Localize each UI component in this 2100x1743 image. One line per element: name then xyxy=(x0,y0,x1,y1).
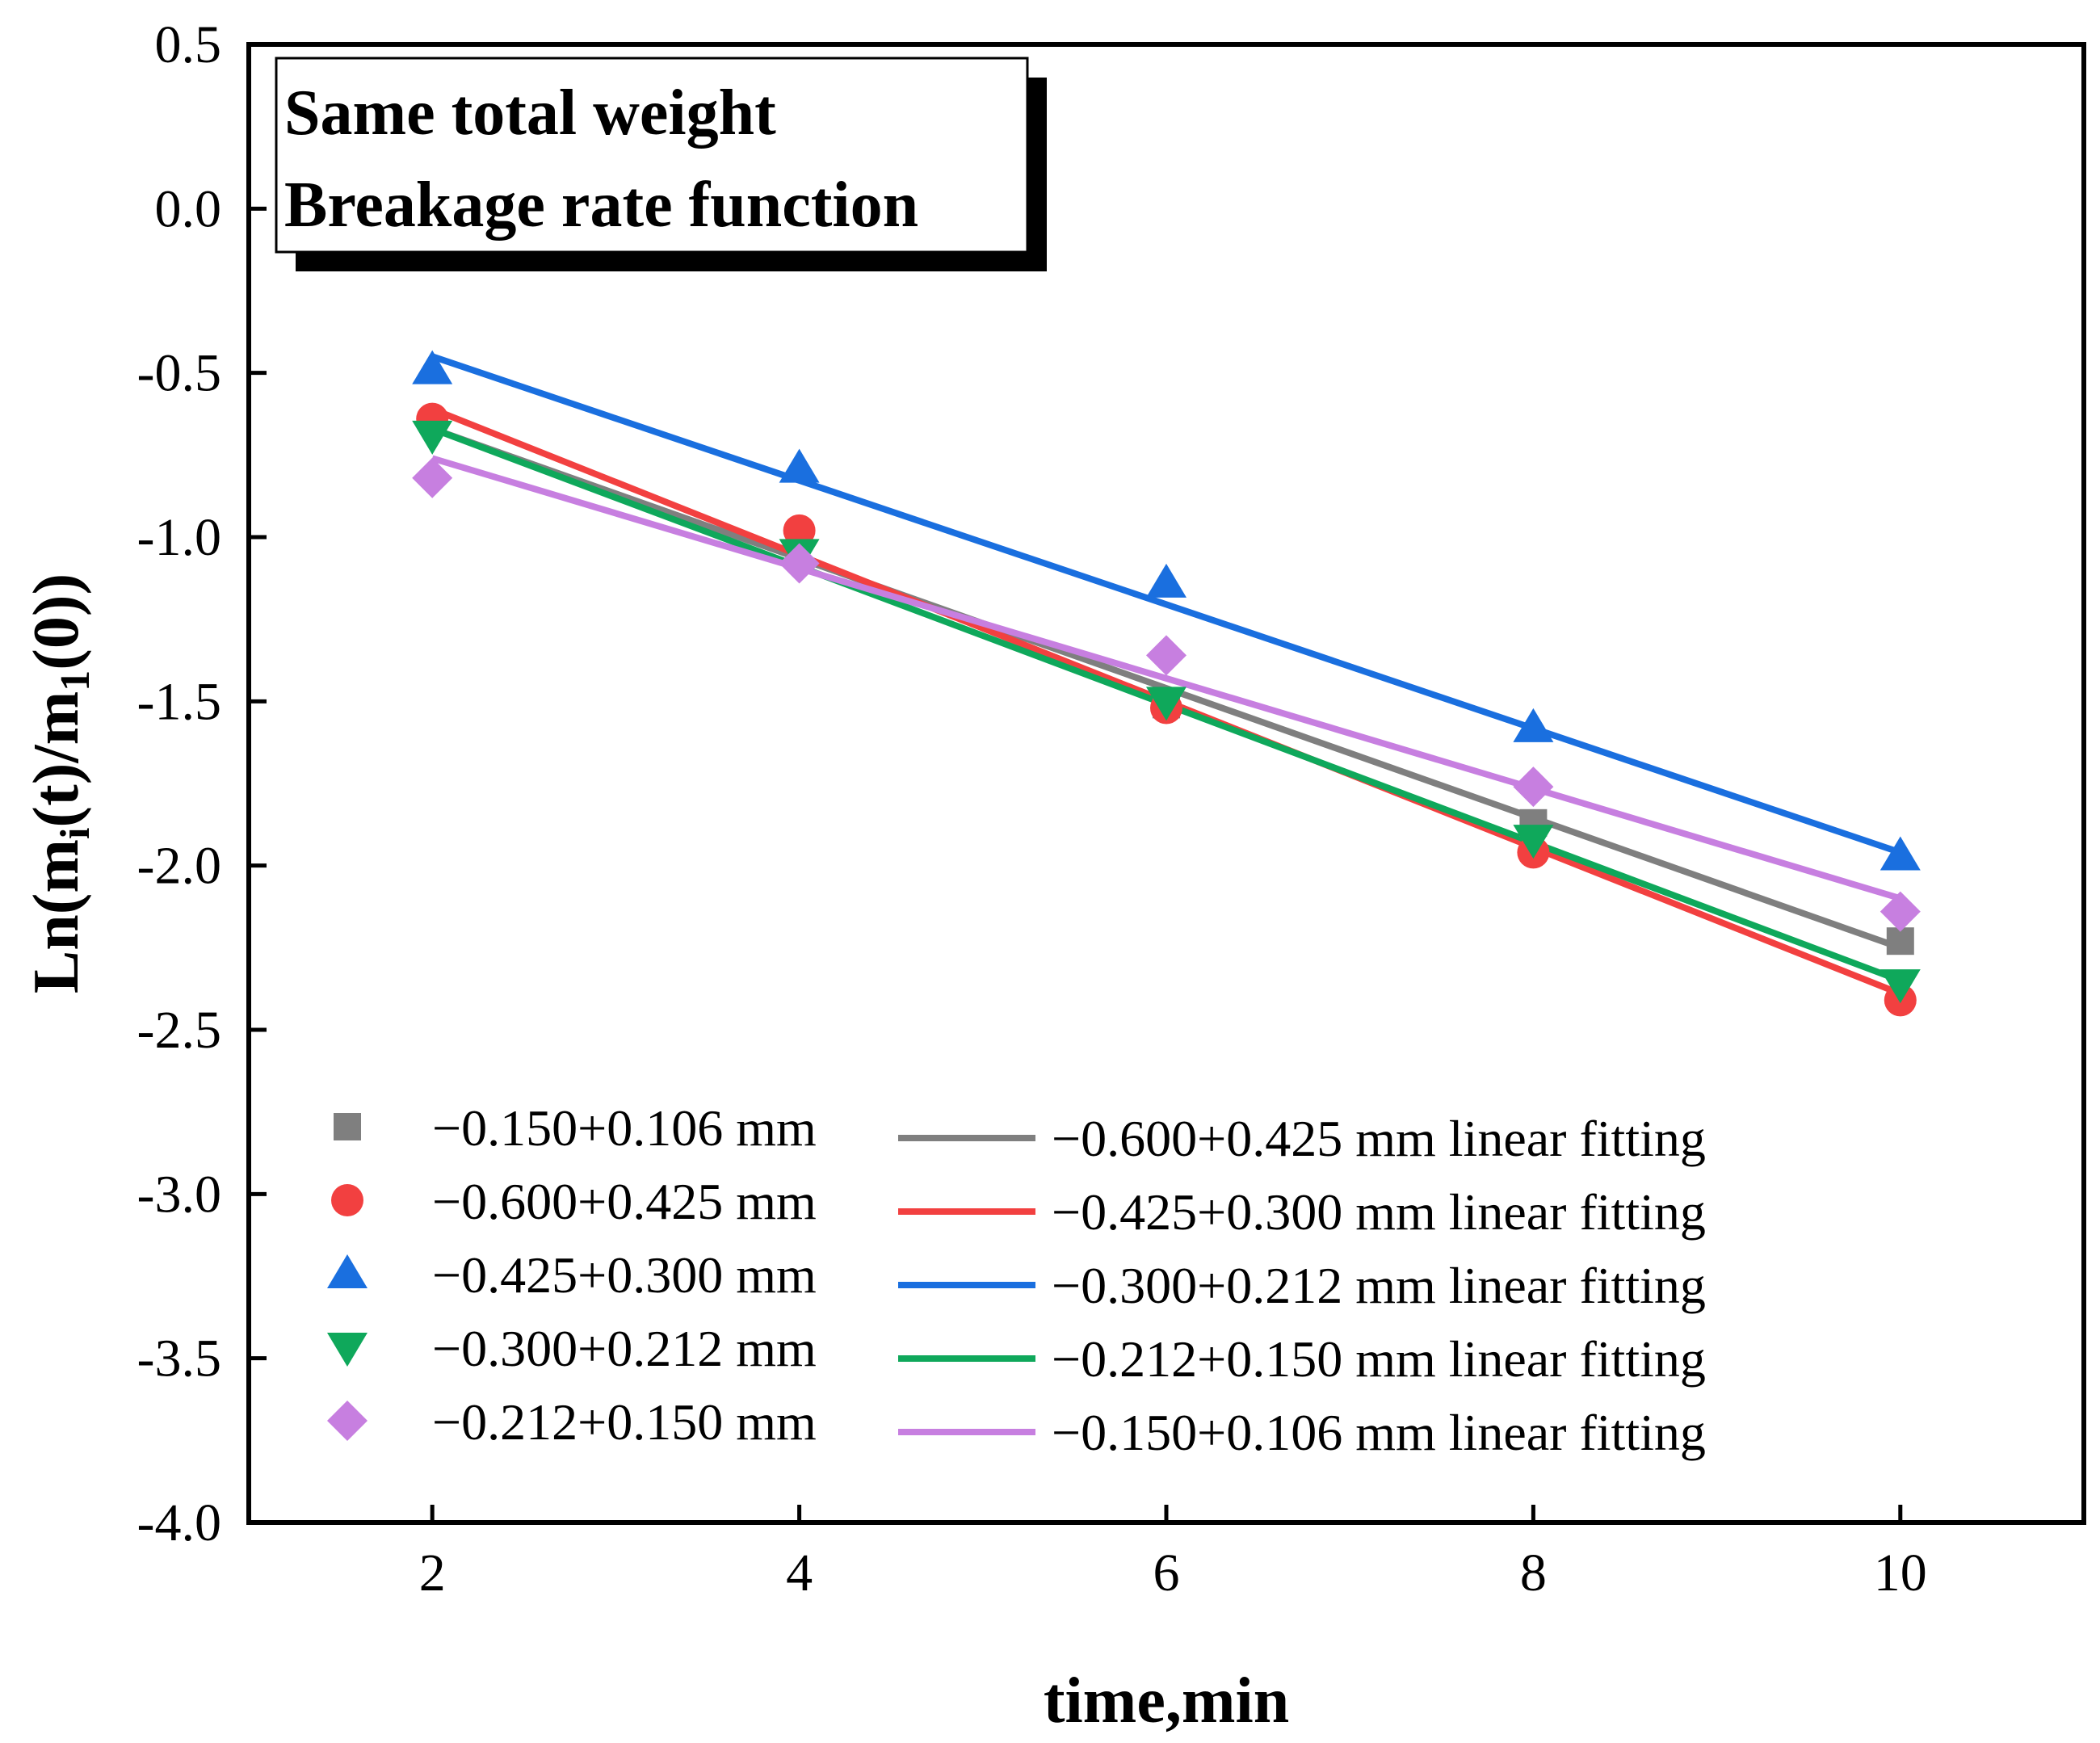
y-tick-label-4: -1.5 xyxy=(137,672,221,731)
y-axis-title-sub-i: i xyxy=(52,828,99,839)
y-tick-label-2: -0.5 xyxy=(137,344,221,403)
data-point-s1-p1 xyxy=(783,514,816,547)
y-tick-label-6: -2.5 xyxy=(137,1001,221,1060)
legend-marker-3 xyxy=(327,1333,368,1367)
legend-fit-label-2: −0.300+0.212 mm linear fitting xyxy=(1052,1257,1706,1314)
x-tick-label-2: 6 xyxy=(1153,1544,1180,1602)
legend-fit-label-4: −0.150+0.106 mm linear fitting xyxy=(1052,1404,1706,1461)
x-axis-title: time,min xyxy=(1044,1665,1289,1737)
data-point-s0-p4 xyxy=(1886,927,1914,956)
legend-marker-4 xyxy=(327,1401,368,1441)
data-point-s3-p4 xyxy=(1880,969,1921,1004)
data-point-s4-p3 xyxy=(1513,766,1554,808)
legend-marker-0 xyxy=(334,1113,361,1140)
legend-marker-1 xyxy=(331,1184,363,1216)
y-axis-title-part-3: (0)) xyxy=(21,573,92,670)
data-point-s2-p3 xyxy=(1513,708,1554,742)
x-tick-label-1: 4 xyxy=(786,1544,813,1602)
title-line-2: Breakage rate function xyxy=(284,170,918,241)
legend-label-4: −0.212+0.150 mm xyxy=(432,1393,817,1451)
legend-marker-2 xyxy=(327,1254,368,1288)
data-point-s2-p4 xyxy=(1880,836,1921,871)
legend-label-2: −0.425+0.300 mm xyxy=(432,1246,817,1304)
y-tick-label-0: 0.5 xyxy=(155,15,222,74)
legend-fit-label-1: −0.425+0.300 mm linear fitting xyxy=(1052,1183,1706,1241)
y-tick-label-5: -2.0 xyxy=(137,837,221,896)
title-box-frame xyxy=(275,57,1029,254)
legend-fit-label-0: −0.600+0.425 mm linear fitting xyxy=(1052,1110,1706,1167)
y-tick-label-3: -1.0 xyxy=(137,508,221,567)
data-point-s3-p3 xyxy=(1513,825,1554,859)
title-box: Same total weight Breakage rate function xyxy=(275,57,1047,271)
y-axis-title-sub-1: 1 xyxy=(52,670,99,691)
y-tick-label-8: -3.5 xyxy=(137,1329,221,1388)
data-point-s4-p4 xyxy=(1880,891,1921,932)
data-point-s4-p0 xyxy=(412,457,453,498)
data-markers xyxy=(412,350,1921,1017)
data-point-s3-p2 xyxy=(1146,687,1186,721)
y-tick-label-1: 0.0 xyxy=(155,179,222,238)
data-point-s2-p2 xyxy=(1146,563,1186,598)
data-point-s2-p0 xyxy=(412,350,453,384)
fit-line-4 xyxy=(431,455,1901,902)
data-point-s2-p1 xyxy=(779,448,820,483)
legend-fit-label-3: −0.212+0.150 mm linear fitting xyxy=(1052,1330,1706,1388)
y-axis-title-part-1: Ln(m xyxy=(21,839,92,993)
x-tick-label-4: 10 xyxy=(1874,1544,1927,1602)
fit-line-2 xyxy=(430,353,1902,856)
legend-label-3: −0.300+0.212 mm xyxy=(432,1320,817,1377)
x-tick-label-3: 8 xyxy=(1520,1544,1547,1602)
data-point-s4-p1 xyxy=(779,543,820,584)
y-tick-label-7: -3.0 xyxy=(137,1165,221,1224)
data-point-s4-p2 xyxy=(1146,635,1186,676)
y-tick-label-9: -4.0 xyxy=(137,1493,221,1552)
title-line-1: Same total weight xyxy=(284,78,776,149)
legend-label-0: −0.150+0.106 mm xyxy=(432,1099,817,1157)
y-axis-title-part-2: (t)/m xyxy=(21,691,92,828)
legend: −0.150+0.106 mm −0.600+0.425 mm −0.425+0.3… xyxy=(327,1099,1706,1461)
legend-label-1: −0.600+0.425 mm xyxy=(432,1173,817,1230)
y-axis-title: Ln(mi(t)/m1(0)) xyxy=(21,573,99,993)
data-point-s3-p0 xyxy=(412,420,453,455)
x-tick-label-0: 2 xyxy=(419,1544,446,1602)
axis-ticks: 2 4 6 8 10 0.5 0.0 -0.5 -1.0 -1.5 -2.0 -2.5 -3.0 -3.5… xyxy=(137,15,1927,1602)
